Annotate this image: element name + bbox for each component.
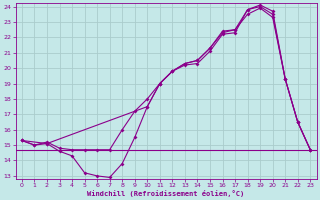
X-axis label: Windchill (Refroidissement éolien,°C): Windchill (Refroidissement éolien,°C) — [87, 190, 245, 197]
